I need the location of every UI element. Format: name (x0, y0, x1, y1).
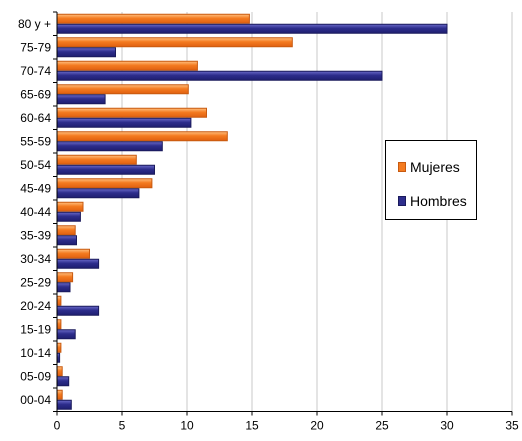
bar-hombres-5 (56, 141, 163, 152)
bar-hombres-4 (56, 117, 192, 128)
bar-hombres-0 (56, 23, 448, 34)
bar-hombres-13 (56, 329, 76, 340)
legend-label-hombres: Hombres (410, 193, 467, 209)
y-tick-label-13: 15-19 (20, 322, 51, 336)
bar-hombres-3 (56, 94, 106, 105)
bar-hombres-2 (56, 70, 383, 81)
bar-mujeres-10 (56, 248, 90, 259)
bar-hombres-15 (56, 376, 70, 387)
axes (53, 11, 513, 416)
bar-hombres-9 (56, 235, 77, 246)
y-tick-labels: 80 y + 75-79 70-74 65-69 60-64 55-59 50-54 45-4… (18, 17, 51, 407)
bar-mujeres-11 (56, 272, 74, 283)
bar-mujeres-4 (56, 107, 207, 118)
x-tick-label-0: 0 (54, 419, 61, 433)
x-tick-label-4: 20 (310, 419, 324, 433)
bar-mujeres-7 (56, 178, 153, 189)
x-tick-label-5: 25 (375, 419, 389, 433)
y-tick-label-9: 35-39 (20, 228, 51, 242)
legend-label-mujeres: Mujeres (410, 159, 460, 175)
legend: Mujeres Hombres (385, 140, 477, 220)
y-tick-label-8: 40-44 (20, 205, 51, 219)
bar-hombres-6 (56, 164, 155, 175)
bar-mujeres-1 (56, 37, 293, 48)
legend-swatch-hombres (398, 196, 406, 206)
x-tick-labels: 0 5 10 15 20 25 30 35 (54, 419, 519, 433)
bar-hombres-16 (56, 399, 72, 410)
y-tick-label-5: 55-59 (20, 134, 51, 148)
y-tick-label-0: 80 y + (18, 17, 51, 31)
y-tick-label-2: 70-74 (20, 64, 51, 78)
y-tick-label-4: 60-64 (20, 111, 51, 125)
legend-item-hombres: Hombres (398, 193, 467, 209)
y-tick-label-1: 75-79 (20, 40, 51, 54)
bar-hombres-7 (56, 188, 140, 199)
x-tick-label-2: 10 (180, 419, 194, 433)
x-tick-label-7: 35 (505, 419, 519, 433)
bar-hombres-11 (56, 282, 71, 293)
y-tick-label-12: 20-24 (20, 299, 51, 313)
y-tick-label-3: 65-69 (20, 87, 51, 101)
y-tick-label-7: 45-49 (20, 181, 51, 195)
bar-hombres-8 (56, 211, 81, 222)
bar-mujeres-6 (56, 154, 137, 165)
legend-item-mujeres: Mujeres (398, 159, 460, 175)
x-tick-label-1: 5 (119, 419, 126, 433)
x-tick-label-3: 15 (245, 419, 259, 433)
bar-hombres-12 (56, 305, 100, 316)
bar-mujeres-8 (56, 201, 84, 212)
bar-hombres-10 (56, 258, 100, 269)
y-tick-label-15: 05-09 (20, 369, 51, 383)
bar-mujeres-0 (56, 13, 250, 24)
bar-mujeres-9 (56, 225, 76, 236)
y-tick-label-11: 25-29 (20, 275, 51, 289)
bar-mujeres-13 (56, 319, 62, 330)
y-tick-label-14: 10-14 (20, 346, 51, 360)
bar-mujeres-12 (56, 295, 62, 306)
bar-mujeres-5 (56, 131, 228, 142)
bar-mujeres-15 (56, 366, 63, 377)
bar-mujeres-3 (56, 84, 189, 95)
bar-mujeres-2 (56, 60, 198, 71)
bar-hombres-1 (56, 47, 116, 58)
y-tick-label-6: 50-54 (20, 158, 51, 172)
y-tick-label-10: 30-34 (20, 252, 51, 266)
bar-mujeres-14 (56, 342, 62, 353)
bar-mujeres-16 (56, 389, 63, 400)
y-tick-label-16: 00-04 (20, 393, 51, 407)
x-tick-label-6: 30 (440, 419, 454, 433)
legend-swatch-mujeres (398, 162, 406, 172)
